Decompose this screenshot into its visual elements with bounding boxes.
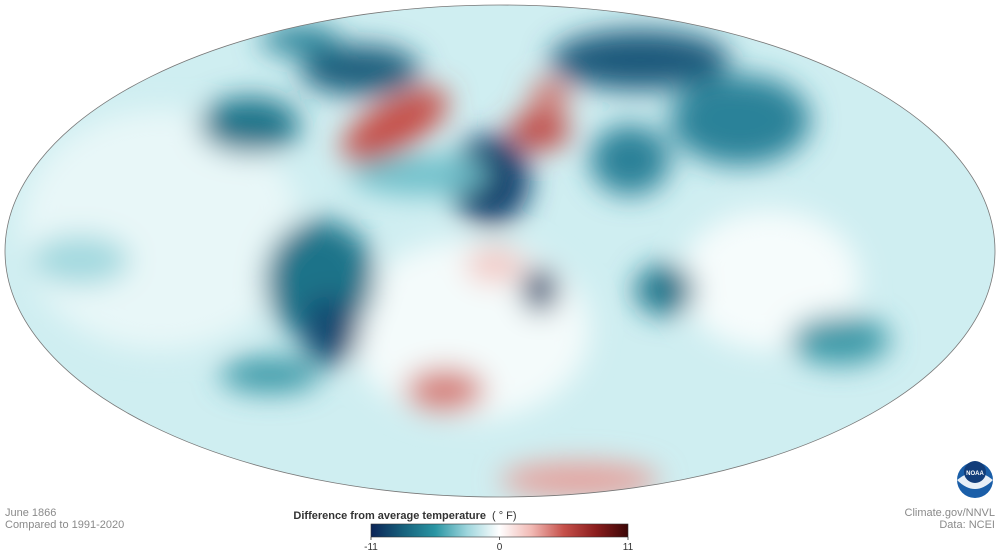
legend-title: Difference from average temperature xyxy=(293,510,486,522)
anomaly-map xyxy=(5,5,995,497)
colorbar-ticks: -11 0 11 xyxy=(364,537,634,553)
anomaly-field xyxy=(20,25,890,497)
colorbar xyxy=(370,523,629,538)
logo-text: NOAA xyxy=(966,471,984,477)
data-credit: Data: NCEI xyxy=(939,519,995,531)
baseline: Compared to 1991-2020 xyxy=(5,519,124,531)
date: June 1866 xyxy=(5,507,56,519)
globe-outline xyxy=(4,4,996,498)
legend-unit: ( ° F) xyxy=(492,510,517,522)
noaa-logo: NOAA xyxy=(957,461,993,498)
tick-label: 0 xyxy=(497,542,503,553)
source: Climate.gov/NNVL xyxy=(905,507,995,519)
tick-label: 11 xyxy=(623,542,634,553)
tick-label: -11 xyxy=(364,542,378,553)
